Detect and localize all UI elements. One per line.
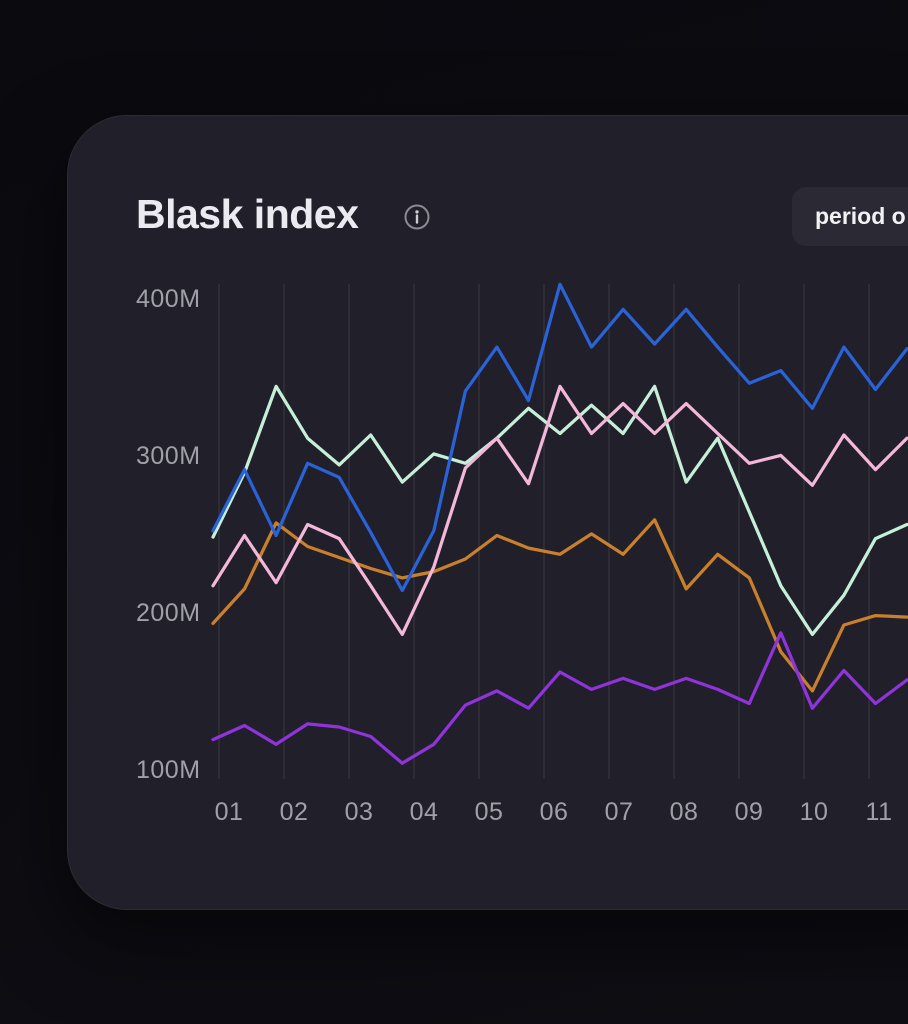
x-axis-label: 02 [279,798,309,826]
x-axis-label: 09 [734,798,764,826]
x-axis-label: 04 [409,798,439,826]
y-axis-label: 400M [136,285,201,313]
x-axis-label: 07 [604,798,634,826]
y-axis-label: 200M [136,599,201,627]
x-axis-label: 11 [865,798,893,826]
page-title: Blask index [136,191,359,237]
x-axis-label: 01 [214,798,244,826]
x-axis-label: 05 [474,798,504,826]
period-button[interactable]: period o [792,187,908,246]
series-line-mint [211,384,908,637]
y-axis-label: 100M [136,756,201,784]
y-axis-label: 300M [136,442,201,470]
period-button-label: period o [815,203,906,229]
x-axis-label: 03 [344,798,374,826]
series-line-purple [211,631,908,765]
info-icon[interactable] [403,203,431,231]
x-axis-label: 08 [669,798,699,826]
series-line-blue [211,282,908,593]
series-line-orange [211,518,908,693]
chart-card [67,115,908,910]
x-axis-label: 06 [539,798,569,826]
info-circle-glyph [404,204,430,230]
x-axis-label: 10 [799,798,829,826]
series-line-pink [211,384,908,637]
